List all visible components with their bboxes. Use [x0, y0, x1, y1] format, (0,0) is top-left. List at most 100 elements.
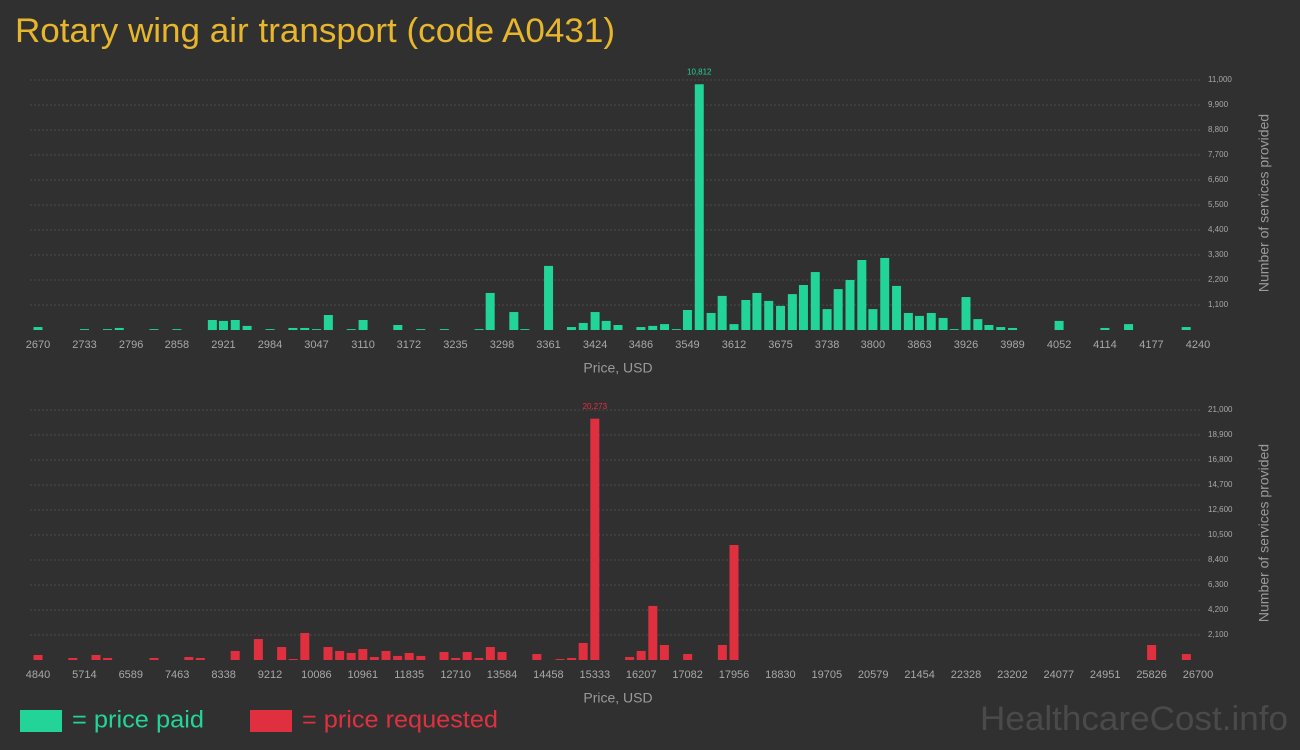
x-tick-label: 10086: [301, 669, 332, 681]
bar: [822, 309, 832, 330]
x-tick-label: 14458: [533, 669, 564, 681]
page-title: Rotary wing air transport (code A0431): [15, 12, 615, 50]
x-tick-label: 3738: [815, 339, 839, 351]
bar: [996, 327, 1006, 330]
x-tick-label: 2733: [72, 339, 96, 351]
x-tick-label: 18830: [765, 669, 796, 681]
y-tick-label: 9,900: [1208, 100, 1229, 109]
x-tick-label: 3989: [1000, 339, 1024, 351]
bar: [184, 657, 194, 660]
x-tick-label: 9212: [258, 669, 282, 681]
bar: [416, 329, 426, 330]
x-tick-label: 2796: [119, 339, 143, 351]
bar: [393, 655, 403, 660]
bar: [636, 327, 646, 330]
bar: [393, 325, 403, 330]
bar: [880, 257, 890, 330]
bar: [335, 650, 345, 660]
bar: [810, 272, 820, 330]
bar: [914, 315, 924, 330]
x-tick-label: 24951: [1090, 669, 1121, 681]
bar: [149, 657, 159, 660]
bar: [91, 655, 101, 660]
x-tick-label: 10961: [348, 669, 379, 681]
x-tick-label: 2858: [165, 339, 189, 351]
x-tick-label: 5714: [72, 669, 96, 681]
x-tick-label: 16207: [626, 669, 657, 681]
y-tick-label: 7,700: [1208, 150, 1229, 159]
bar: [312, 329, 322, 330]
bar: [590, 418, 600, 660]
bar: [1100, 327, 1110, 330]
y-tick-label: 6,600: [1208, 175, 1229, 184]
bar: [683, 654, 693, 660]
y-tick-label: 4,400: [1208, 225, 1229, 234]
bar: [636, 650, 646, 660]
bar: [706, 312, 716, 330]
bar: [601, 320, 611, 330]
bar: [346, 652, 356, 660]
x-tick-label: 3235: [443, 339, 467, 351]
y-tick-label: 8,400: [1208, 555, 1229, 564]
x-axis-title: Price, USD: [583, 690, 652, 706]
bar: [857, 260, 867, 330]
x-tick-label: 3800: [861, 339, 885, 351]
bar: [358, 320, 368, 330]
bar: [485, 647, 495, 660]
y-tick-label: 14,700: [1208, 480, 1233, 489]
bar: [973, 319, 983, 330]
data-label: 20,273: [583, 402, 608, 411]
x-tick-label: 2921: [211, 339, 235, 351]
x-tick-label: 7463: [165, 669, 189, 681]
y-tick-label: 10,500: [1208, 530, 1233, 539]
bar: [671, 329, 681, 330]
bar: [776, 305, 786, 330]
bar: [103, 657, 113, 660]
x-tick-label: 17082: [672, 669, 703, 681]
bar: [566, 327, 576, 330]
bar: [230, 650, 240, 660]
bar: [485, 292, 495, 330]
bar: [230, 320, 240, 330]
bar: [520, 329, 530, 330]
x-tick-label: 15333: [580, 669, 611, 681]
bar: [102, 329, 112, 330]
bar: [1008, 327, 1018, 330]
bar: [497, 652, 507, 660]
bar: [798, 285, 808, 330]
bar: [729, 324, 739, 330]
x-tick-label: 17956: [719, 669, 750, 681]
bar: [938, 317, 948, 330]
data-label: 10,812: [687, 67, 712, 76]
bar: [648, 325, 658, 330]
x-tick-label: 6589: [119, 669, 143, 681]
bar: [682, 310, 692, 330]
bar: [625, 657, 635, 660]
x-tick-label: 3675: [768, 339, 792, 351]
y-tick-label: 2,200: [1208, 275, 1229, 284]
bar: [764, 300, 774, 330]
bar: [439, 652, 449, 660]
bar: [253, 639, 263, 660]
bar: [369, 657, 379, 660]
bar: [578, 642, 588, 660]
bar: [1181, 327, 1191, 330]
bar: [195, 657, 205, 660]
y-tick-label: 12,600: [1208, 505, 1233, 514]
bar: [555, 659, 565, 660]
bar: [590, 312, 600, 330]
bar: [114, 327, 124, 330]
bar: [903, 312, 913, 330]
x-tick-label: 3047: [304, 339, 328, 351]
x-tick-label: 4240: [1186, 339, 1210, 351]
bar: [833, 289, 843, 330]
x-tick-label: 4840: [26, 669, 50, 681]
bar: [752, 292, 762, 330]
x-tick-label: 22328: [951, 669, 982, 681]
bar: [578, 322, 588, 330]
x-tick-label: 2670: [26, 339, 50, 351]
y-tick-label: 16,800: [1208, 455, 1233, 464]
x-tick-label: 24077: [1044, 669, 1075, 681]
legend-label: = price paid: [72, 706, 204, 733]
x-tick-label: 23202: [997, 669, 1028, 681]
